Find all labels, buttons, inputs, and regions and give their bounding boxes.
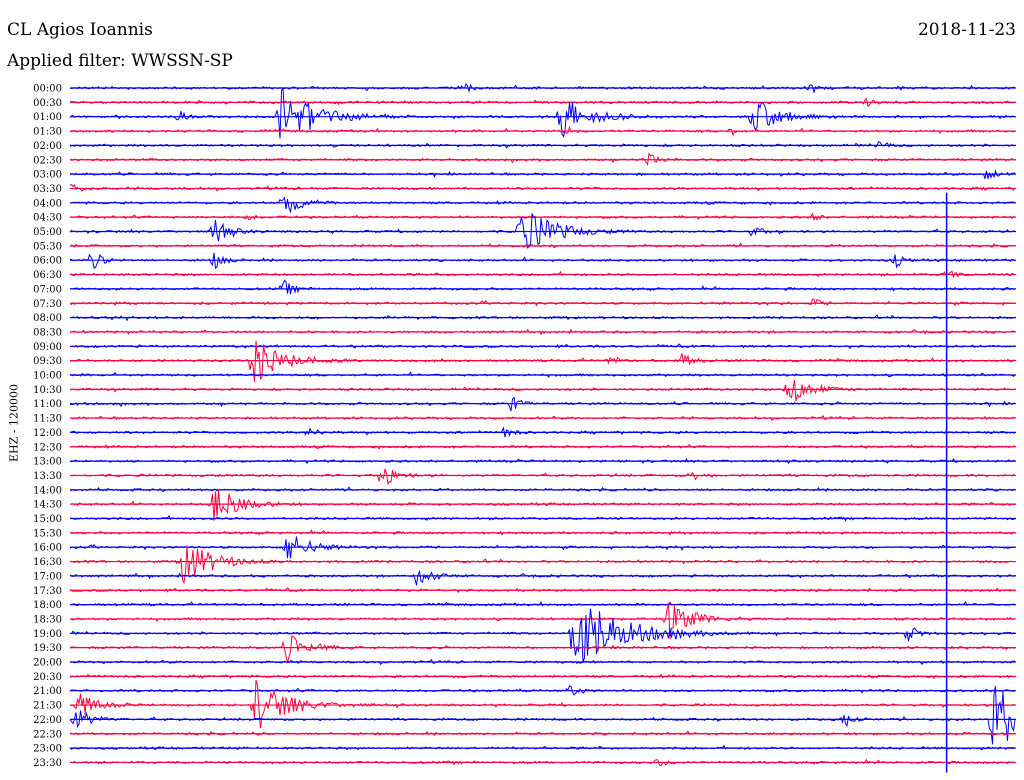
filter-label: Applied filter: WWSSN-SP [7,51,233,71]
row-time-label: 12:30 [33,442,62,453]
row-time-label: 15:00 [33,514,62,525]
row-time-label: 23:30 [33,758,62,769]
row-time-label: 08:30 [33,327,62,338]
row-time-label: 19:30 [33,643,62,654]
trace-0500 [69,213,1016,249]
trace-1930 [69,635,1016,664]
row-time-label: 05:30 [33,241,62,252]
row-time-label: 06:30 [33,270,62,281]
row-time-label: 19:00 [33,629,62,640]
row-time-label: 23:00 [33,744,62,755]
trace-0730 [69,298,1015,307]
row-time-label: 05:00 [33,227,62,238]
row-time-label: 01:00 [33,112,62,123]
row-time-label: 21:00 [33,686,62,697]
row-time-label: 09:30 [33,356,62,367]
trace-1330 [69,468,1016,486]
trace-1800 [69,601,1016,607]
trace-0700 [69,279,1016,295]
row-time-label: 00:30 [33,98,62,109]
row-time-label: 13:00 [33,457,62,468]
trace-1030 [69,379,1016,402]
row-time-label: 16:00 [33,543,62,554]
row-time-label: 15:30 [33,528,62,539]
trace-1700 [69,569,1016,586]
row-time-label: 17:30 [33,586,62,597]
row-time-label: 10:30 [33,385,62,396]
trace-0230 [69,152,1015,166]
trace-0330 [69,183,1016,192]
row-time-label: 04:30 [33,213,62,224]
row-time-label: 16:30 [33,557,62,568]
row-time-label: 18:30 [33,614,62,625]
row-time-label: 20:30 [33,672,62,683]
row-time-label: 18:00 [33,600,62,611]
row-time-label: 08:00 [33,313,62,324]
row-time-label: 02:30 [33,155,62,166]
row-time-label: 03:00 [33,170,62,181]
trace-0400 [69,196,1016,214]
row-time-label: 03:30 [33,184,62,195]
row-time-label: 12:00 [33,428,62,439]
row-time-label: 22:00 [33,715,62,726]
station-title: CL Agios Ioannis [7,20,153,40]
row-time-label: 11:00 [33,399,62,410]
row-time-label: 14:30 [33,500,62,511]
row-time-label: 01:30 [33,127,62,138]
row-time-label: 17:00 [33,571,62,582]
trace-0300 [69,168,1016,179]
trace-1000 [69,371,1016,378]
trace-1900 [70,608,1016,664]
trace-1430 [69,489,1016,521]
row-time-label: 04:00 [33,198,62,209]
row-time-label: 09:00 [33,342,62,353]
row-time-label: 13:30 [33,471,62,482]
trace-1630 [69,545,1015,584]
row-time-label: 00:00 [33,84,62,95]
date-label: 2018-11-23 [917,20,1016,40]
trace-2200 [69,686,1016,745]
row-time-label: 10:00 [33,371,62,382]
row-time-label: 21:30 [33,701,62,712]
row-time-label: 14:00 [33,485,62,496]
trace-2130 [69,679,1016,729]
row-time-label: 20:00 [33,658,62,669]
row-time-label: 11:30 [33,414,62,425]
row-time-label: 06:00 [33,256,62,267]
row-time-label: 02:00 [33,141,62,152]
row-time-label: 07:00 [33,284,62,295]
row-time-label: 07:30 [33,299,62,310]
row-time-label: 22:30 [33,729,62,740]
